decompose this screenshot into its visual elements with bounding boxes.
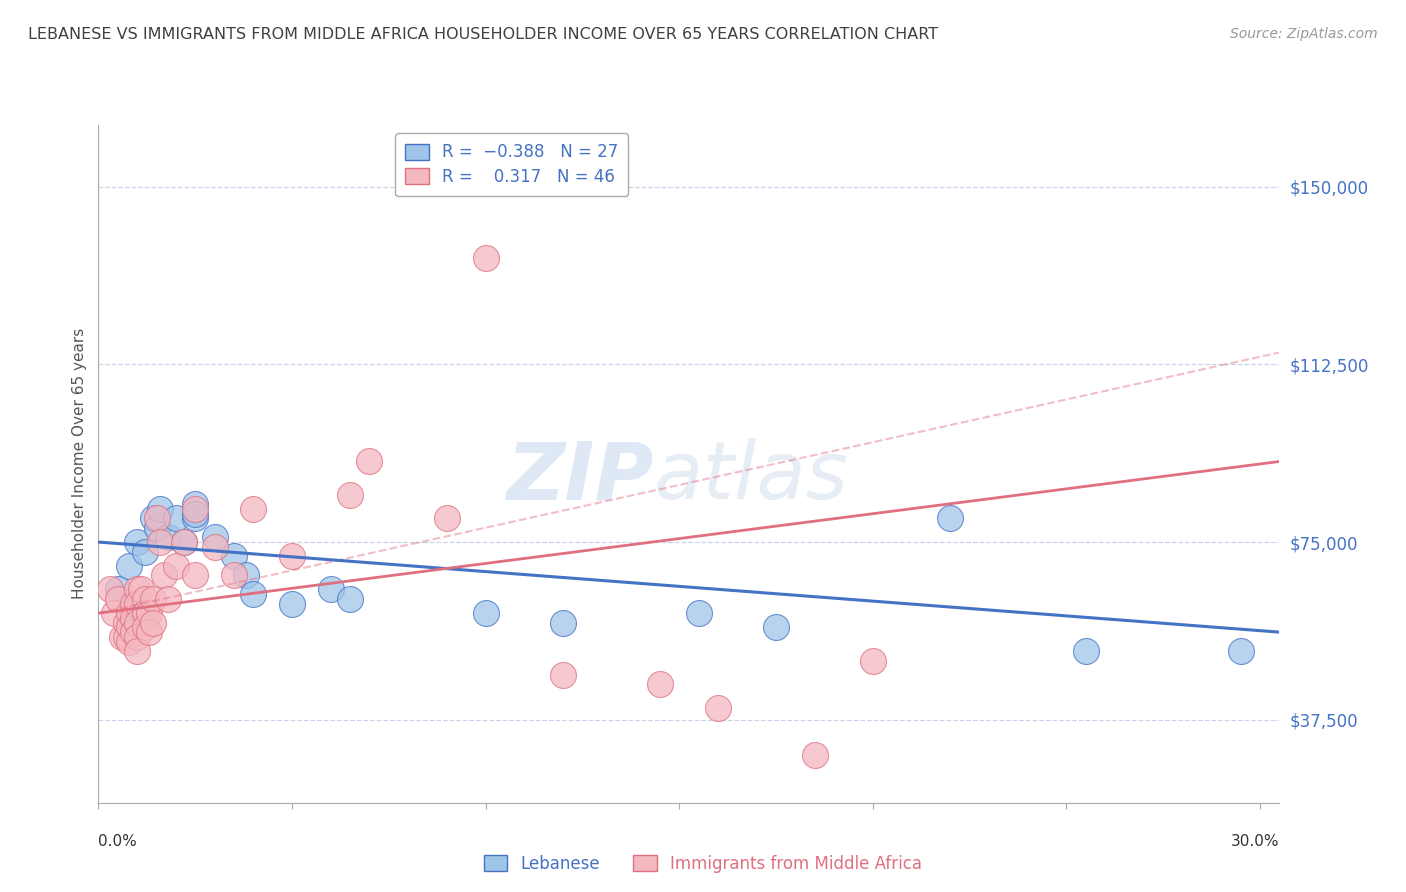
Point (127, 644, 149, 658)
Point (339, 591, 361, 606)
Point (107, 591, 129, 606)
Point (142, 511, 165, 525)
Point (222, 568, 245, 582)
Point (184, 497, 207, 511)
Point (153, 568, 176, 582)
Point (804, 748, 827, 763)
Legend: Lebanese, Immigrants from Middle Africa: Lebanese, Immigrants from Middle Africa (477, 848, 929, 880)
Point (122, 611, 145, 625)
Point (149, 535, 172, 549)
Point (138, 625, 160, 640)
Point (359, 454, 381, 468)
Point (145, 511, 167, 525)
Point (184, 568, 207, 582)
Point (122, 597, 145, 611)
Point (165, 558, 187, 573)
Point (142, 591, 165, 606)
Point (204, 540, 226, 554)
Point (436, 511, 458, 525)
Point (474, 606, 496, 620)
Point (134, 620, 156, 634)
Point (107, 582, 129, 597)
Point (134, 591, 156, 606)
Point (149, 501, 172, 516)
Point (165, 511, 187, 525)
Point (474, 251, 496, 265)
Point (242, 587, 264, 601)
Point (1074, 644, 1097, 658)
Point (235, 568, 257, 582)
Text: Source: ZipAtlas.com: Source: ZipAtlas.com (1230, 27, 1378, 41)
Point (142, 615, 165, 630)
Point (184, 511, 207, 525)
Point (319, 582, 342, 597)
Point (127, 630, 149, 644)
Point (173, 535, 195, 549)
Point (173, 535, 195, 549)
Point (281, 549, 304, 564)
Point (551, 668, 574, 682)
Point (648, 677, 671, 691)
Text: 0.0%: 0.0% (98, 834, 138, 849)
Point (145, 521, 167, 535)
Point (939, 511, 962, 525)
Point (103, 606, 125, 620)
Point (111, 630, 134, 644)
Point (242, 501, 264, 516)
Point (551, 615, 574, 630)
Point (157, 591, 180, 606)
Point (129, 582, 152, 597)
Point (114, 630, 136, 644)
Point (98, 582, 121, 597)
Point (118, 558, 141, 573)
Point (134, 606, 156, 620)
Point (765, 620, 787, 634)
Point (204, 530, 226, 544)
Point (688, 606, 710, 620)
Text: atlas: atlas (654, 438, 848, 516)
Point (862, 654, 884, 668)
Point (118, 606, 141, 620)
Point (707, 701, 730, 715)
Point (281, 597, 304, 611)
Text: ZIP: ZIP (506, 438, 654, 516)
Point (122, 625, 145, 640)
Point (118, 634, 141, 648)
Legend: R =  −0.388   N = 27, R =    0.317   N = 46: R = −0.388 N = 27, R = 0.317 N = 46 (395, 133, 628, 196)
Point (157, 530, 180, 544)
Point (127, 535, 149, 549)
Point (1229, 644, 1251, 658)
Point (134, 544, 156, 558)
Point (127, 597, 149, 611)
Text: 30.0%: 30.0% (1232, 834, 1279, 849)
Point (184, 501, 207, 516)
Point (138, 606, 160, 620)
Y-axis label: Householder Income Over 65 years: Householder Income Over 65 years (72, 328, 87, 599)
Point (127, 582, 149, 597)
Point (222, 549, 245, 564)
Text: LEBANESE VS IMMIGRANTS FROM MIDDLE AFRICA HOUSEHOLDER INCOME OVER 65 YEARS CORRE: LEBANESE VS IMMIGRANTS FROM MIDDLE AFRIC… (28, 27, 938, 42)
Point (339, 488, 361, 502)
Point (114, 615, 136, 630)
Point (118, 620, 141, 634)
Point (127, 615, 149, 630)
Point (184, 507, 207, 521)
